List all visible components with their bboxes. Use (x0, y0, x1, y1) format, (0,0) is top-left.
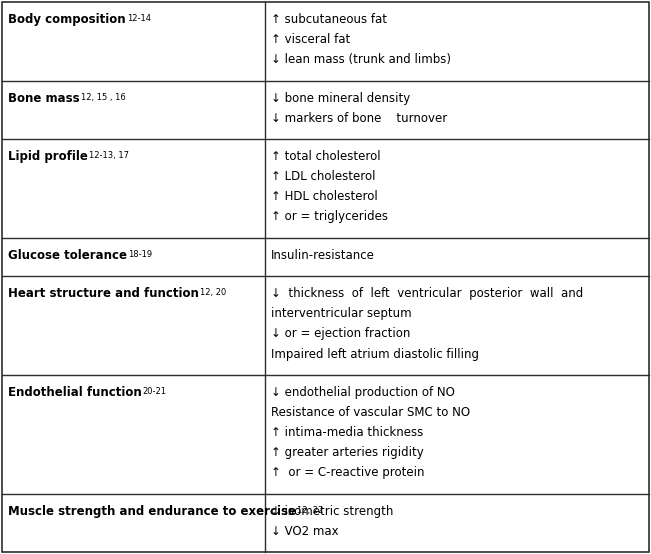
Text: ↑ LDL cholesterol: ↑ LDL cholesterol (271, 170, 376, 183)
Text: ↑ total cholesterol: ↑ total cholesterol (271, 150, 381, 163)
Text: ↑ visceral fat: ↑ visceral fat (271, 33, 350, 46)
Text: 12, 15 , 16: 12, 15 , 16 (81, 93, 126, 102)
Text: ↑ or = triglycerides: ↑ or = triglycerides (271, 211, 388, 223)
Text: ↓  thickness  of  left  ventricular  posterior  wall  and: ↓ thickness of left ventricular posterio… (271, 287, 583, 300)
Text: Glucose tolerance: Glucose tolerance (8, 249, 127, 262)
Text: Endothelial function: Endothelial function (8, 386, 142, 399)
Text: ↓ isometric strength: ↓ isometric strength (271, 505, 393, 517)
Text: Muscle strength and endurance to exercise: Muscle strength and endurance to exercis… (8, 505, 296, 517)
Text: ↓ VO2 max: ↓ VO2 max (271, 525, 339, 538)
Text: ↑ greater arteries rigidity: ↑ greater arteries rigidity (271, 446, 424, 459)
Text: 12-14: 12-14 (127, 14, 150, 23)
Text: Insulin-resistance: Insulin-resistance (271, 249, 375, 262)
Text: Body composition: Body composition (8, 13, 126, 26)
Text: 20-21: 20-21 (143, 387, 167, 396)
Text: 18-19: 18-19 (128, 250, 152, 259)
Text: Heart structure and function: Heart structure and function (8, 287, 199, 300)
Text: 12, 20: 12, 20 (200, 288, 226, 297)
Text: Bone mass: Bone mass (8, 91, 79, 105)
Text: interventricular septum: interventricular septum (271, 307, 411, 320)
Text: ↑ subcutaneous fat: ↑ subcutaneous fat (271, 13, 387, 26)
Text: Lipid profile: Lipid profile (8, 150, 88, 163)
Text: 12-13, 17: 12-13, 17 (89, 151, 129, 160)
Text: 12, 22: 12, 22 (297, 506, 324, 515)
Text: ↓ endothelial production of NO: ↓ endothelial production of NO (271, 386, 455, 399)
Text: ↓ markers of bone    turnover: ↓ markers of bone turnover (271, 112, 447, 125)
Text: ↓ bone mineral density: ↓ bone mineral density (271, 91, 410, 105)
Text: ↓ or = ejection fraction: ↓ or = ejection fraction (271, 327, 410, 340)
Text: ↓ lean mass (trunk and limbs): ↓ lean mass (trunk and limbs) (271, 53, 451, 66)
Text: ↑  or = C-reactive protein: ↑ or = C-reactive protein (271, 466, 424, 479)
Text: ↑ intima-media thickness: ↑ intima-media thickness (271, 426, 423, 439)
Text: Impaired left atrium diastolic filling: Impaired left atrium diastolic filling (271, 347, 479, 361)
Text: ↑ HDL cholesterol: ↑ HDL cholesterol (271, 191, 378, 203)
Text: Resistance of vascular SMC to NO: Resistance of vascular SMC to NO (271, 406, 470, 419)
